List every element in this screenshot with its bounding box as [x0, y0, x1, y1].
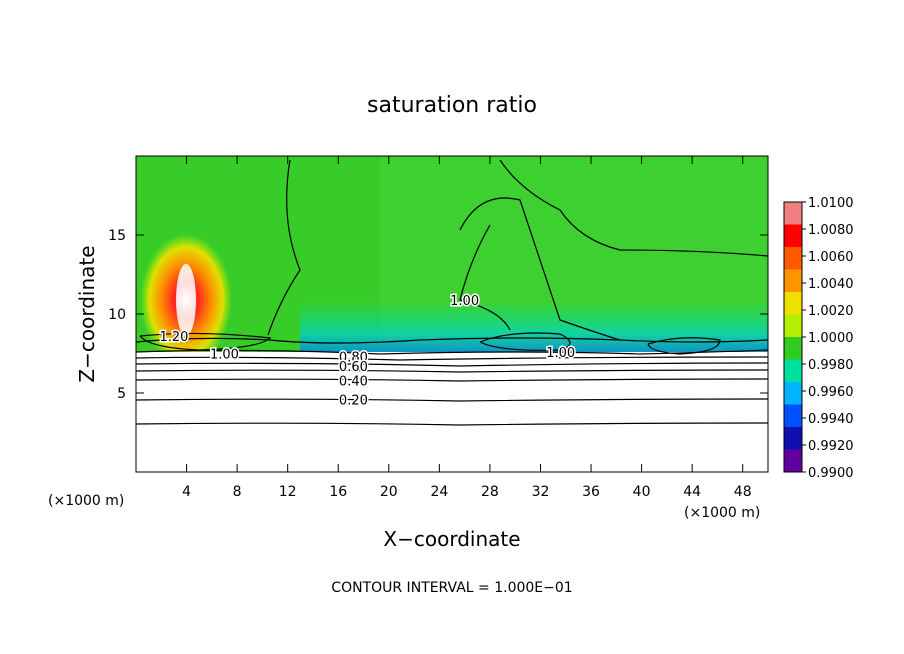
- x-tick-label: 20: [380, 484, 398, 500]
- colorbar-label: 0.9940: [808, 412, 854, 427]
- y-axis-ticks: 5 10 15: [108, 228, 768, 402]
- colorbar-label: 0.9980: [808, 358, 854, 373]
- x-axis-label: X−coordinate: [383, 527, 520, 551]
- colorbar-label: 1.0000: [808, 331, 854, 346]
- colorbar-label: 1.0100: [808, 196, 854, 211]
- colorbar-segment: [784, 359, 802, 383]
- contour-label: 1.00: [546, 346, 575, 361]
- colorbar-segment: [784, 247, 802, 270]
- contour-interval-note: CONTOUR INTERVAL = 1.000E−01: [331, 580, 572, 596]
- x-tick-label: 40: [633, 484, 651, 500]
- colorbar-label: 0.9920: [808, 439, 854, 454]
- x-axis-ticks: 4 8 12 16 20 24 28 32 36 40 44 48: [182, 156, 752, 500]
- x-tick-label: 12: [279, 484, 297, 500]
- contour-lines: [136, 159, 768, 426]
- x-tick-label: 4: [182, 484, 191, 500]
- colorbar-segment: [784, 337, 802, 360]
- x-tick-label: 24: [430, 484, 448, 500]
- colorbar-label: 1.0060: [808, 250, 854, 265]
- contour-label: 0.20: [339, 393, 368, 408]
- y-axis-label: Z−coordinate: [75, 245, 99, 382]
- x-tick-label: 36: [582, 484, 600, 500]
- contour-label: 0.40: [339, 374, 368, 389]
- y-tick-label: 15: [108, 228, 126, 244]
- contour-label: 1.20: [159, 330, 188, 345]
- colorbar-segment: [784, 404, 802, 428]
- y-tick-label: 10: [108, 307, 126, 323]
- x-tick-label: 8: [233, 484, 242, 500]
- contour-label: 1.00: [450, 294, 479, 309]
- contour-label: 0.80: [339, 351, 368, 366]
- colorbar-segment: [784, 314, 802, 338]
- colorbar: 1.0100 1.0080 1.0060 1.0040 1.0020 1.0000 0.99…: [783, 196, 854, 481]
- contour-label: 0.60: [339, 360, 368, 375]
- plume-core: [176, 264, 196, 336]
- colorbar-segment: [784, 382, 802, 405]
- plot-area: [136, 156, 768, 472]
- x-tick-label: 44: [683, 484, 701, 500]
- contour-label: 1.00: [210, 348, 239, 363]
- x-tick-label: 48: [734, 484, 752, 500]
- colorbar-segment: [784, 449, 802, 473]
- colorbar-segment: [784, 224, 802, 248]
- x-axis-unit: (×1000 m): [684, 505, 760, 521]
- colorbar-segment: [784, 202, 802, 225]
- colorbar-label: 1.0020: [808, 304, 854, 319]
- colorbar-segment: [784, 427, 802, 450]
- chart-title: saturation ratio: [367, 93, 537, 118]
- colorbar-label: 0.9900: [808, 466, 854, 481]
- colorbar-label: 0.9960: [808, 385, 854, 400]
- z-axis-unit: (×1000 m): [48, 493, 124, 509]
- colorbar-segment: [784, 292, 802, 315]
- low-saturation-band: [300, 300, 768, 356]
- y-tick-label: 5: [117, 386, 126, 402]
- x-tick-label: 32: [532, 484, 550, 500]
- contour-labels: 1.20 1.00 0.800.600.40 0.20 1.00 1.00: [158, 292, 577, 410]
- x-tick-label: 28: [481, 484, 499, 500]
- colorbar-label: 1.0040: [808, 277, 854, 292]
- colorbar-label: 1.0080: [808, 223, 854, 238]
- x-tick-label: 16: [329, 484, 347, 500]
- colorbar-segment: [784, 269, 802, 293]
